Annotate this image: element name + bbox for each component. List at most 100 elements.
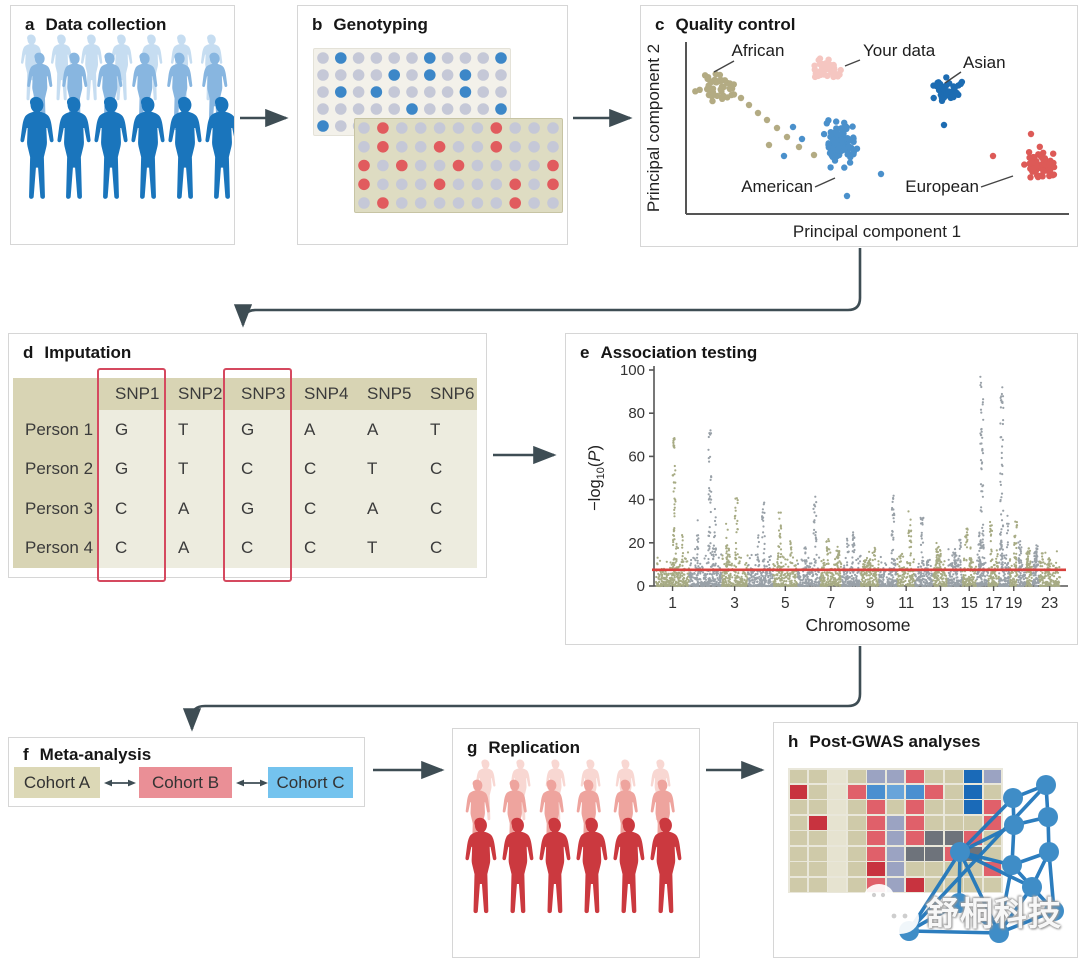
data-point: [945, 88, 952, 95]
data-point: [1049, 172, 1056, 179]
data-point: [877, 170, 885, 178]
heatmap-cell: [964, 815, 983, 830]
probe-dot: [317, 103, 329, 115]
chr-8-points: [840, 531, 862, 588]
data-point: [958, 78, 966, 86]
data-point: [726, 85, 733, 92]
label-leader-line: [980, 175, 1014, 188]
column-header: SNP1: [99, 378, 162, 410]
probe-dot: [459, 52, 472, 64]
data-point: [754, 109, 762, 117]
genotype-cell: A: [304, 419, 316, 439]
genotype-cell: A: [367, 498, 379, 518]
heatmap-cell: [964, 784, 983, 799]
cohort-box-b: Cohort B: [139, 767, 232, 798]
heatmap-cell: [886, 831, 905, 846]
network-node: [989, 923, 1009, 943]
data-point: [717, 77, 724, 85]
data-point: [1036, 143, 1043, 150]
marked-probe-dot: [424, 69, 436, 81]
genotype-cell: T: [178, 419, 189, 439]
row-label: Person 4: [13, 528, 99, 568]
data-point: [820, 130, 828, 138]
panel-b-title: b Genotyping: [312, 15, 428, 35]
data-point: [704, 75, 711, 83]
snp-genotype-table: SNP1 SNP2 SNP3 SNP4 SNP5 SNP6 Person 1 G T G A A T Pe…: [13, 378, 477, 568]
data-point: [841, 146, 848, 153]
heatmap-cell: [808, 862, 827, 877]
data-point: [824, 72, 831, 80]
probe-dot: [528, 178, 540, 191]
chr-9-points: [860, 546, 881, 588]
crowd-g-row-2: [465, 817, 682, 914]
chr-20-points: [1016, 540, 1028, 588]
genotype-cell: A: [178, 498, 190, 518]
probe-dot: [477, 86, 489, 98]
panel-f-letter: f: [23, 745, 29, 764]
data-point: [728, 91, 735, 99]
chr-2-points: [688, 429, 723, 588]
network-edge: [997, 863, 1014, 935]
row-label: Person 3: [13, 489, 99, 529]
heatmap-cell: [886, 784, 905, 799]
chr-11-points: [896, 510, 917, 588]
chr-13-points: [932, 541, 949, 588]
heatmap-cell: [808, 769, 827, 784]
panel-h-title-text: Post-GWAS analyses: [809, 732, 981, 751]
crowd-a-row-2: [20, 96, 234, 199]
row-label: Person 1: [13, 410, 99, 450]
probe-dot: [370, 69, 383, 81]
panel-b-title-text: Genotyping: [333, 15, 428, 34]
probe-dot: [352, 86, 365, 98]
data-point: [940, 121, 948, 129]
panel-a-title-text: Data collection: [45, 15, 167, 34]
heatmap-cell: [847, 846, 866, 861]
marked-probe-dot: [509, 197, 521, 209]
heatmap-cell: [867, 815, 886, 830]
chip-red-dots: [358, 122, 559, 209]
probe-dot: [477, 52, 489, 64]
network-edge: [958, 850, 1034, 889]
data-point: [943, 74, 950, 81]
marked-probe-dot: [377, 122, 389, 134]
y-tick-label: 100: [620, 362, 645, 379]
data-point: [717, 86, 724, 93]
data-point: [811, 62, 818, 69]
genotype-cell: T: [430, 419, 441, 439]
data-point: [846, 159, 854, 166]
data-point: [709, 97, 716, 105]
network-edge: [958, 823, 1016, 854]
probe-dot: [490, 159, 503, 172]
genotype-cell: A: [178, 538, 190, 558]
row-label: Person 2: [13, 449, 99, 489]
data-point: [989, 152, 997, 160]
probe-dot: [441, 52, 454, 64]
probe-dot: [509, 141, 521, 153]
data-point: [827, 164, 834, 171]
heatmap-cell: [828, 784, 847, 799]
heatmap-cell: [905, 769, 924, 784]
cluster-african-points: [692, 70, 818, 159]
marked-probe-dot: [406, 103, 418, 115]
probe-dot: [352, 103, 365, 115]
data-point: [838, 125, 845, 132]
heatmap-cell: [847, 800, 866, 815]
probe-dot: [377, 159, 389, 172]
marked-probe-dot: [452, 159, 465, 172]
probe-dot: [396, 178, 408, 191]
network-node: [899, 921, 919, 941]
heatmap-cell: [964, 769, 983, 784]
data-point: [795, 143, 803, 151]
panel-imputation: d Imputation SNP1 SNP2 SNP3 SNP4 SNP5 SNP6 Pers…: [8, 333, 487, 582]
genotype-cell: C: [115, 538, 128, 558]
cohort-box-a: Cohort A: [14, 767, 100, 798]
manhattan-xlabel: Chromosome: [805, 615, 910, 635]
person-silhouette: [80, 34, 103, 101]
heatmap-cell: [789, 815, 808, 830]
double-arrow-icon: [236, 779, 268, 787]
manhattan-axes: [653, 366, 1068, 587]
probe-dot: [509, 159, 521, 172]
network-node: [1002, 855, 1022, 875]
probe-dot: [490, 178, 503, 191]
probe-dot: [471, 141, 484, 153]
